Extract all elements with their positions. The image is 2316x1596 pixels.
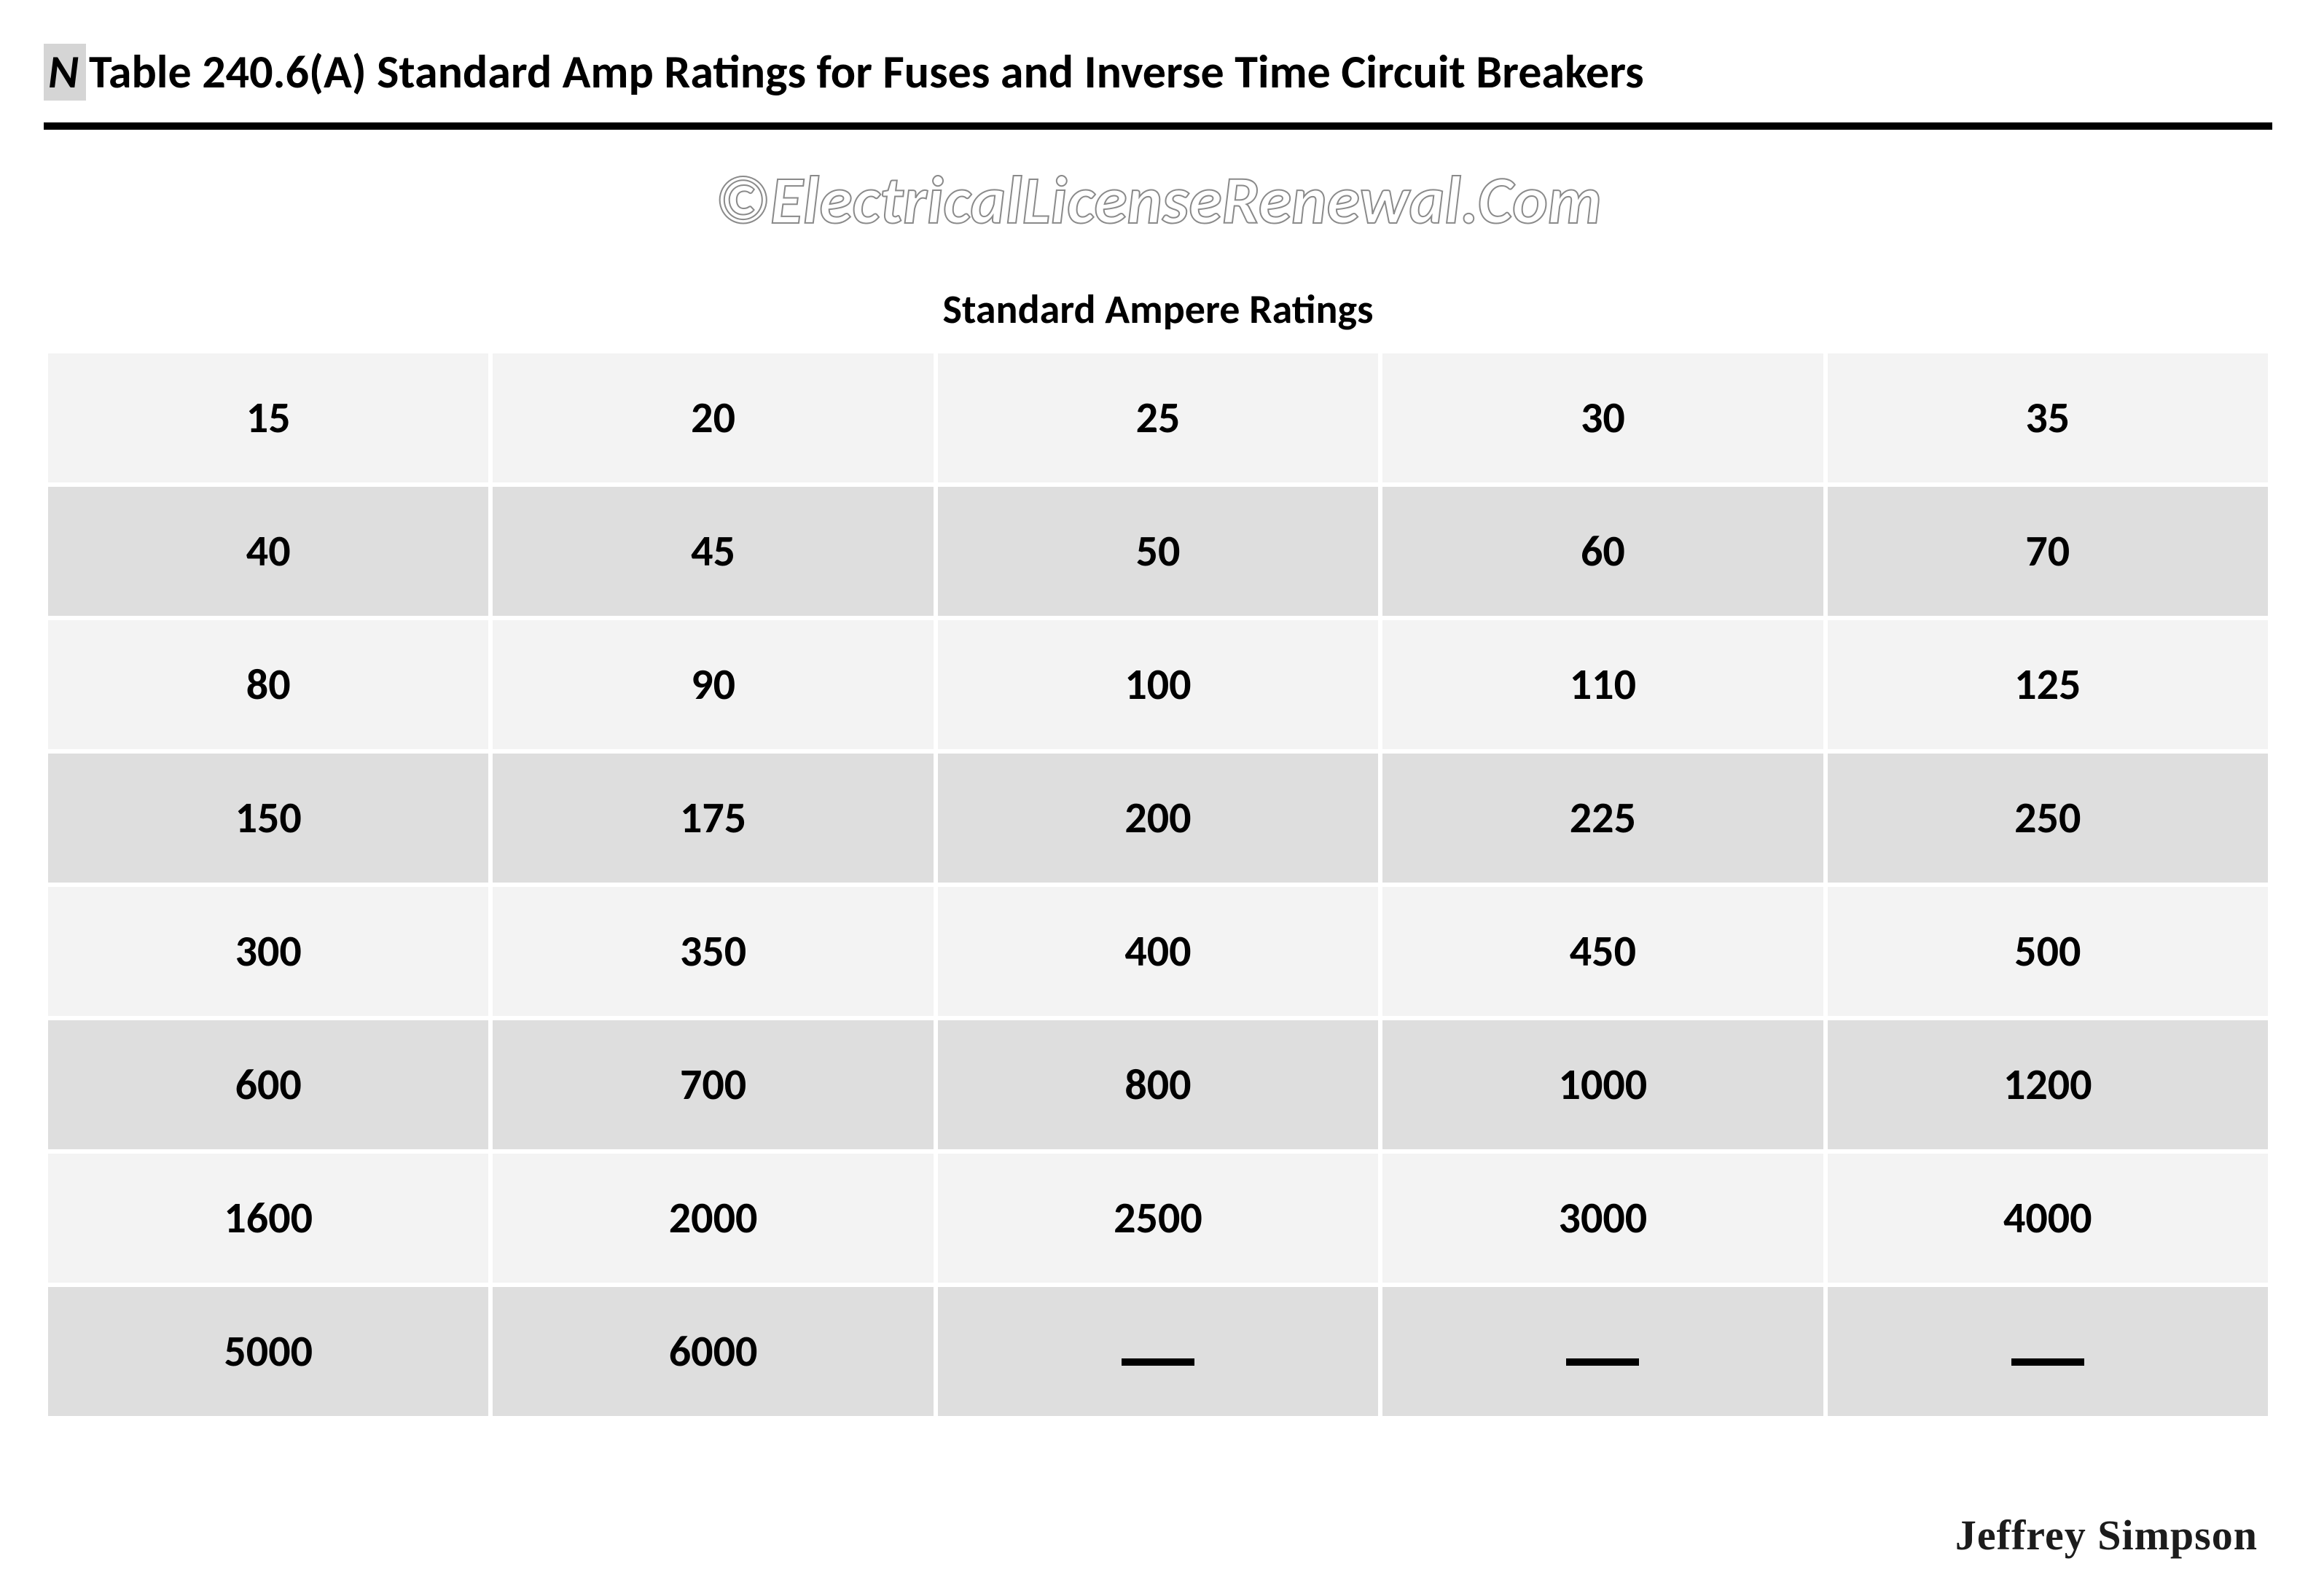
table-cell: 45 bbox=[490, 485, 935, 618]
table-cell: 5000 bbox=[46, 1285, 490, 1418]
table-cell: 3000 bbox=[1380, 1151, 1825, 1285]
table-cell bbox=[1380, 1285, 1825, 1418]
table-cell: 150 bbox=[46, 751, 490, 885]
empty-dash-icon bbox=[1122, 1358, 1194, 1366]
author-signature: Jeffrey Simpson bbox=[1955, 1511, 2258, 1560]
table-cell: 200 bbox=[936, 751, 1380, 885]
table-cell: 350 bbox=[490, 885, 935, 1018]
table-cell: 50 bbox=[936, 485, 1380, 618]
watermark-text: ©ElectricalLicenseRenewal.Com bbox=[44, 159, 2272, 241]
table-row: 60070080010001200 bbox=[46, 1018, 2270, 1151]
table-cell: 15 bbox=[46, 351, 490, 485]
table-cell: 400 bbox=[936, 885, 1380, 1018]
table-cell: 20 bbox=[490, 351, 935, 485]
table-row: 1520253035 bbox=[46, 351, 2270, 485]
table-cell: 80 bbox=[46, 618, 490, 751]
table-cell: 40 bbox=[46, 485, 490, 618]
table-cell: 100 bbox=[936, 618, 1380, 751]
table-cell: 700 bbox=[490, 1018, 935, 1151]
table-cell: 600 bbox=[46, 1018, 490, 1151]
table-cell: 2500 bbox=[936, 1151, 1380, 1285]
table-row: 4045506070 bbox=[46, 485, 2270, 618]
title-text: Table 240.6(A) Standard Amp Ratings for … bbox=[89, 44, 1644, 101]
page-container: NTable 240.6(A) Standard Amp Ratings for… bbox=[0, 0, 2316, 1596]
table-row: 16002000250030004000 bbox=[46, 1151, 2270, 1285]
table-cell: 450 bbox=[1380, 885, 1825, 1018]
table-cell: 300 bbox=[46, 885, 490, 1018]
table-row: 300350400450500 bbox=[46, 885, 2270, 1018]
table-cell: 250 bbox=[1826, 751, 2270, 885]
table-cell: 30 bbox=[1380, 351, 1825, 485]
table-row: 8090100110125 bbox=[46, 618, 2270, 751]
table-cell: 1600 bbox=[46, 1151, 490, 1285]
table-cell bbox=[1826, 1285, 2270, 1418]
table-cell: 70 bbox=[1826, 485, 2270, 618]
table-cell: 1200 bbox=[1826, 1018, 2270, 1151]
table-cell: 225 bbox=[1380, 751, 1825, 885]
table-row: 150175200225250 bbox=[46, 751, 2270, 885]
table-cell bbox=[936, 1285, 1380, 1418]
empty-dash-icon bbox=[2011, 1358, 2084, 1366]
table-cell: 800 bbox=[936, 1018, 1380, 1151]
table-subtitle: Standard Ampere Ratings bbox=[44, 285, 2272, 335]
table-cell: 4000 bbox=[1826, 1151, 2270, 1285]
table-cell: 500 bbox=[1826, 885, 2270, 1018]
table-cell: 2000 bbox=[490, 1151, 935, 1285]
table-cell: 6000 bbox=[490, 1285, 935, 1418]
table-cell: 110 bbox=[1380, 618, 1825, 751]
ratings-table-body: 1520253035404550607080901001101251501752… bbox=[46, 351, 2270, 1418]
empty-dash-icon bbox=[1566, 1358, 1639, 1366]
table-cell: 60 bbox=[1380, 485, 1825, 618]
table-row: 50006000 bbox=[46, 1285, 2270, 1418]
table-cell: 35 bbox=[1826, 351, 2270, 485]
new-badge: N bbox=[44, 44, 86, 101]
table-cell: 1000 bbox=[1380, 1018, 1825, 1151]
title-divider bbox=[44, 122, 2272, 130]
table-cell: 125 bbox=[1826, 618, 2270, 751]
ratings-table: 1520253035404550607080901001101251501752… bbox=[44, 349, 2272, 1420]
table-cell: 25 bbox=[936, 351, 1380, 485]
table-title: NTable 240.6(A) Standard Amp Ratings for… bbox=[44, 44, 2272, 101]
table-cell: 90 bbox=[490, 618, 935, 751]
table-cell: 175 bbox=[490, 751, 935, 885]
